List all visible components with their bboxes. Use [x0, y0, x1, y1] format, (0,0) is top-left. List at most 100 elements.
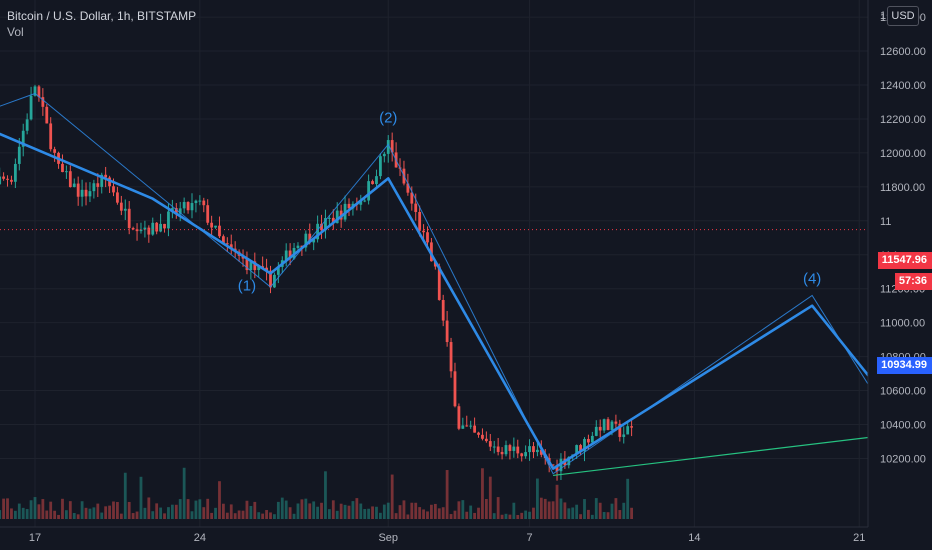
candle	[477, 431, 480, 438]
candle-body	[606, 419, 610, 430]
candlestick-series	[0, 84, 633, 481]
volume-bar	[139, 476, 143, 519]
candle-body	[80, 189, 84, 197]
volume-bar	[233, 513, 237, 519]
volume-bar	[104, 506, 108, 519]
candle-body	[147, 227, 151, 235]
volume-bar	[53, 510, 57, 519]
volume-bar	[543, 498, 547, 519]
volume-bar	[579, 514, 582, 519]
candle-body	[320, 223, 323, 231]
volume-series	[0, 467, 633, 519]
volume-bar	[147, 497, 151, 519]
volume-bar	[41, 499, 45, 519]
volume-bar	[524, 510, 528, 519]
candle-body	[359, 200, 363, 205]
wave-projection-thin[interactable]	[0, 92, 932, 475]
volume-bar	[155, 503, 159, 519]
volume-bar	[159, 507, 162, 519]
volume-bar	[108, 505, 111, 519]
candle-body	[245, 258, 249, 271]
volume-bar	[327, 509, 331, 519]
candle-body	[371, 181, 374, 185]
volume-bar	[84, 507, 88, 519]
candle	[131, 226, 135, 231]
candle-body	[316, 223, 319, 240]
candle	[465, 415, 469, 427]
candle	[524, 445, 528, 459]
candle-body	[587, 438, 590, 443]
volume-bar	[551, 501, 555, 519]
volume-bar	[269, 512, 272, 519]
volume-bar	[583, 499, 586, 519]
candle	[214, 225, 217, 229]
candle	[182, 197, 186, 214]
volume-bar	[45, 510, 49, 519]
candle-body	[123, 208, 127, 211]
drawing-overlays[interactable]: (1)(2)(4)(5)(1)(2)(3)(4)(5)	[0, 74, 932, 477]
volume-bar	[0, 510, 2, 519]
volume-bar	[563, 502, 567, 519]
candle-body	[29, 95, 33, 120]
volume-bar	[229, 504, 233, 519]
candle	[598, 419, 602, 438]
candle-body	[96, 183, 100, 187]
volume-bar	[508, 514, 512, 519]
candle	[186, 201, 190, 214]
volume-bar	[312, 501, 316, 519]
volume-bar	[473, 512, 476, 519]
candle-body	[449, 342, 453, 372]
volume-bar	[241, 510, 245, 519]
volume-bar	[504, 513, 508, 519]
candle-body	[308, 233, 312, 243]
candle-body	[37, 86, 41, 98]
candle-body	[265, 267, 268, 271]
candle	[41, 88, 45, 116]
wave-label: (4)	[803, 271, 821, 288]
volume-bar	[547, 501, 551, 519]
candle	[61, 154, 64, 173]
volume-bar	[398, 505, 402, 519]
volume-bar	[143, 507, 147, 519]
volume-bar	[65, 510, 68, 519]
volume-bar	[418, 507, 422, 519]
volume-bar	[492, 513, 496, 519]
candle	[532, 442, 535, 459]
volume-bar	[210, 512, 214, 519]
candle-body	[484, 438, 488, 442]
support-trend-line[interactable]	[553, 334, 932, 477]
volume-bar	[218, 481, 221, 519]
candle-body	[590, 435, 594, 443]
candle-body	[477, 432, 480, 435]
candle-body	[610, 421, 614, 430]
candle	[445, 310, 449, 347]
candle-body	[347, 203, 351, 209]
volume-bar	[206, 498, 210, 519]
candle-body	[445, 320, 449, 343]
candle	[555, 459, 559, 481]
volume-bar	[49, 501, 53, 519]
candle	[359, 194, 363, 211]
time-axis[interactable]: 1724Sep71421Oct51219Nov	[0, 526, 932, 544]
candle-body	[198, 200, 202, 202]
candle-body	[135, 229, 139, 232]
candle	[382, 151, 386, 163]
volume-bar	[351, 501, 355, 519]
currency-button[interactable]: USD	[887, 6, 919, 26]
candle-body	[151, 222, 155, 235]
candle-body	[461, 425, 465, 429]
volume-bar	[390, 474, 394, 519]
candle	[88, 182, 92, 203]
candle	[296, 242, 300, 251]
wave-label: (1)	[238, 277, 256, 294]
volume-bar	[100, 512, 104, 519]
volume-bar	[606, 512, 610, 519]
candle-body	[500, 451, 504, 455]
candle-body	[414, 203, 418, 212]
candle	[2, 172, 5, 181]
volume-bar	[457, 501, 461, 519]
elliott-wave-path[interactable]	[0, 119, 932, 470]
candle-body	[178, 208, 182, 214]
volume-bar	[300, 499, 304, 519]
